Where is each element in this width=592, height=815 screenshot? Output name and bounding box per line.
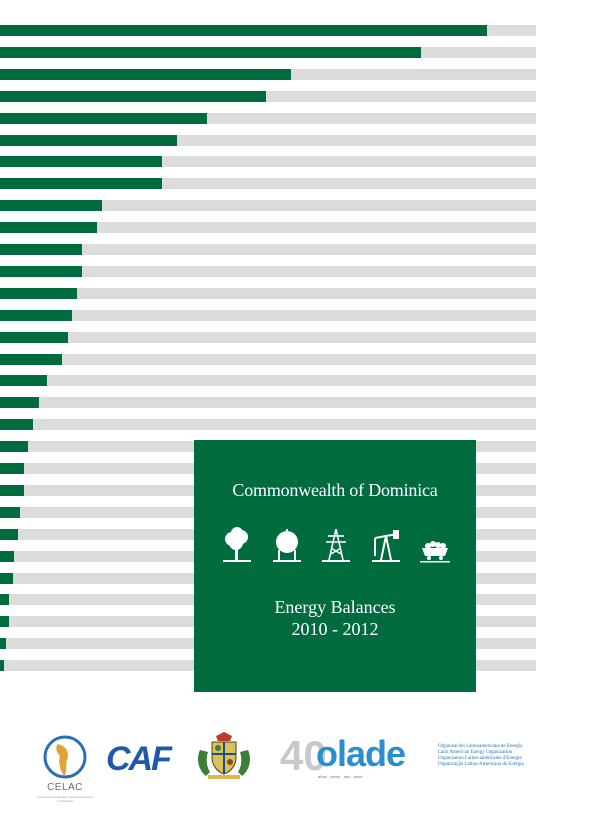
oil-pump-icon bbox=[371, 530, 400, 562]
celac-logo: CELAC Comunidad de Estados Latinoamerica… bbox=[36, 734, 94, 814]
bar-track bbox=[0, 113, 536, 124]
bar-fill bbox=[0, 354, 62, 365]
olade-logo: 40 olade años · years · ans · anos bbox=[280, 734, 430, 784]
bar-track bbox=[0, 47, 536, 58]
olade-name-pt: Organização Latino-Americana de Energia bbox=[438, 762, 524, 767]
coal-cart-icon bbox=[420, 541, 450, 563]
bar-fill bbox=[0, 310, 72, 321]
bar-fill bbox=[0, 200, 102, 211]
bar-track bbox=[0, 419, 536, 430]
bar-fill bbox=[0, 397, 39, 408]
bar-track bbox=[0, 156, 536, 167]
bar-track bbox=[0, 354, 536, 365]
olade-name-es: Organización Latinoamericana de Energía bbox=[438, 744, 523, 749]
olade-anniversary-text: años · years · ans · anos bbox=[318, 774, 363, 779]
bar-fill bbox=[0, 375, 47, 386]
olade-name-en: Latin American Energy Organization bbox=[438, 750, 513, 755]
heading-line-2: 2010 - 2012 bbox=[291, 619, 379, 639]
bar-fill bbox=[0, 25, 487, 36]
bar-fill bbox=[0, 660, 4, 671]
bar-fill bbox=[0, 288, 77, 299]
bar-track bbox=[0, 69, 536, 80]
bar-fill bbox=[0, 69, 291, 80]
bar-track bbox=[0, 200, 536, 211]
cover-title-panel: Commonwealth of Dominica bbox=[194, 440, 476, 692]
olade-full-names: Organización Latinoamericana de Energía … bbox=[438, 744, 558, 768]
country-title: Commonwealth of Dominica bbox=[232, 480, 438, 500]
storage-tank-icon bbox=[272, 529, 301, 562]
tree-icon bbox=[223, 527, 251, 562]
bar-fill bbox=[0, 616, 9, 627]
bar-track bbox=[0, 244, 536, 255]
energy-icon-row bbox=[220, 524, 452, 564]
celac-emblem-icon bbox=[43, 735, 87, 779]
bar-track bbox=[0, 222, 536, 233]
olade-name: olade bbox=[316, 733, 406, 774]
bar-fill bbox=[0, 332, 68, 343]
bar-fill bbox=[0, 113, 207, 124]
bar-fill bbox=[0, 222, 97, 233]
bar-fill bbox=[0, 419, 33, 430]
coat-of-arms-icon bbox=[198, 732, 250, 779]
bar-fill bbox=[0, 266, 82, 277]
bar-fill bbox=[0, 485, 24, 496]
celac-subtitle: Comunidad de Estados Latinoamericanos y … bbox=[37, 795, 93, 803]
bar-track bbox=[0, 288, 536, 299]
bar-fill bbox=[0, 135, 177, 146]
dominica-coat-of-arms bbox=[194, 732, 254, 780]
bar-track bbox=[0, 332, 536, 343]
bar-fill bbox=[0, 91, 266, 102]
olade-name-fr: Organisation Latino-américaine d'Energie bbox=[438, 756, 522, 761]
caf-name: CAF bbox=[106, 740, 172, 778]
document-heading: Energy Balances 2010 - 2012 bbox=[194, 596, 476, 640]
bar-fill bbox=[0, 507, 20, 518]
bar-fill bbox=[0, 47, 421, 58]
bar-track bbox=[0, 91, 536, 102]
bar-fill bbox=[0, 638, 6, 649]
bar-track bbox=[0, 375, 536, 386]
bar-fill bbox=[0, 573, 13, 584]
caf-logo: CAF bbox=[106, 742, 174, 776]
bar-fill bbox=[0, 244, 82, 255]
bar-track bbox=[0, 310, 536, 321]
bar-fill bbox=[0, 529, 18, 540]
bar-fill bbox=[0, 441, 28, 452]
bar-fill bbox=[0, 463, 24, 474]
bar-track bbox=[0, 266, 536, 277]
bar-track bbox=[0, 135, 536, 146]
olade-anniversary-number: 40 bbox=[280, 732, 327, 779]
heading-line-1: Energy Balances bbox=[274, 597, 396, 617]
celac-name: CELAC bbox=[47, 782, 83, 793]
bar-fill bbox=[0, 551, 14, 562]
bar-track bbox=[0, 25, 536, 36]
bar-track bbox=[0, 178, 536, 189]
bar-track bbox=[0, 397, 536, 408]
bar-fill bbox=[0, 156, 162, 167]
partner-logos: CELAC Comunidad de Estados Latinoamerica… bbox=[0, 720, 592, 815]
bar-fill bbox=[0, 594, 9, 605]
power-tower-icon bbox=[322, 528, 350, 562]
bar-fill bbox=[0, 178, 162, 189]
